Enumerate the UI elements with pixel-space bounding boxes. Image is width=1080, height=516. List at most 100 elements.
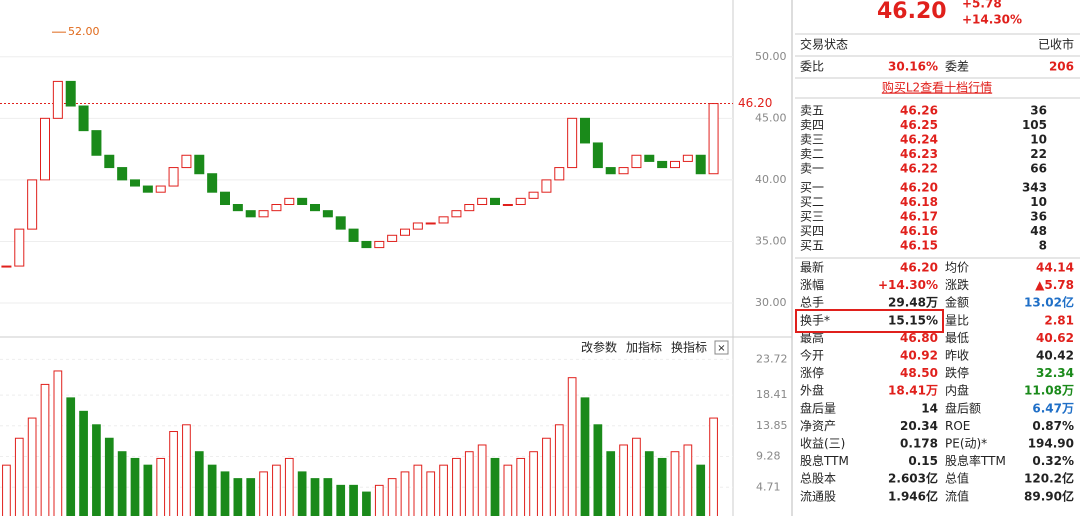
stat-value: 0.178 (900, 437, 938, 451)
volume-bar (297, 471, 307, 516)
stat-value: 46.20 (900, 261, 938, 275)
y-tick-label: 18.41 (756, 388, 788, 401)
book-price: 46.15 (900, 239, 938, 253)
book-volume: 22 (1030, 147, 1047, 161)
volume-bar (182, 424, 191, 516)
volume-bar (2, 464, 11, 516)
close-icon[interactable]: × (717, 343, 725, 354)
candle (361, 240, 372, 249)
stat-label: 流值 (945, 488, 969, 503)
l2-link[interactable]: 购买L2查看十档行情 (882, 80, 992, 95)
stat-label: 均价 (945, 261, 969, 275)
stat-label: 内盘 (945, 383, 969, 398)
stat-label: 涨停 (800, 365, 824, 380)
volume-bar (452, 457, 461, 516)
candle (335, 216, 346, 230)
volume-bar (53, 370, 63, 516)
stat-value: 18.41万 (888, 384, 938, 398)
stat-label: 股息率TTM (945, 453, 1006, 468)
book-price: 46.22 (900, 162, 938, 176)
candle (232, 204, 243, 212)
candle (400, 228, 410, 236)
book-price: 46.23 (900, 147, 938, 161)
y-tick-label: 40.00 (755, 173, 787, 186)
close-button[interactable] (714, 340, 729, 355)
volume-bar (529, 451, 538, 516)
candle (181, 154, 192, 169)
stat-label: 总值 (945, 471, 969, 486)
book-price: 46.25 (900, 118, 938, 132)
toolbar-button[interactable]: 改参数 (581, 340, 617, 355)
volume-bar (272, 464, 281, 516)
candle (425, 222, 436, 225)
stat-label: 流通股 (800, 489, 836, 503)
stat-value: 2.603亿 (888, 471, 938, 486)
candle (592, 142, 603, 169)
volume-bar (143, 464, 153, 516)
book-volume: 48 (1030, 224, 1047, 238)
volume-bar (477, 444, 487, 516)
volume-bar (606, 451, 616, 516)
volume-bar (79, 410, 88, 516)
book-price: 46.26 (900, 104, 938, 118)
toolbar-button[interactable]: 加指标 (626, 340, 662, 355)
book-volume: 36 (1030, 210, 1047, 224)
stat-value: 48.50 (900, 366, 938, 380)
stat-label: 换手* (800, 313, 830, 327)
stat-label: 收益(三) (800, 437, 845, 451)
y-tick-label: 50.00 (755, 50, 787, 63)
volume-bar (246, 478, 256, 516)
candle (374, 240, 385, 249)
volume-bar (27, 417, 37, 516)
volume-bar (310, 478, 320, 516)
volume-bar (220, 471, 230, 516)
stat-value: ▲5.78 (1035, 278, 1074, 292)
book-level: 卖二 (800, 147, 824, 161)
y-tick-label: 30.00 (755, 296, 787, 309)
volume-bar (387, 478, 397, 516)
y-tick-label: 45.00 (755, 111, 787, 124)
book-level: 买四 (800, 224, 824, 238)
stat-label: 昨收 (945, 349, 969, 363)
volume-bar (92, 424, 101, 516)
candle (490, 197, 500, 206)
stat-value: 13.02亿 (1024, 295, 1074, 310)
candle (117, 167, 128, 181)
y-tick-label: 4.71 (756, 480, 781, 493)
volume-bar (696, 464, 706, 516)
wb: 30.16% (888, 60, 938, 74)
stat-value: 11.08万 (1024, 384, 1074, 398)
stat-label: 跌停 (945, 365, 969, 380)
candle (477, 197, 488, 206)
stat-label: 外盘 (800, 383, 824, 398)
book-level: 卖三 (800, 133, 824, 147)
candle (258, 210, 269, 218)
volume-bar (349, 484, 358, 516)
stat-label: 盘后量 (800, 400, 836, 415)
candle (528, 191, 539, 199)
candle (412, 222, 423, 230)
stat-label: 涨幅 (800, 277, 824, 292)
volume-bar (709, 417, 718, 516)
stat-label: 最高 (800, 330, 824, 345)
volume-bar (104, 437, 114, 516)
stat-label: 总手 (800, 296, 824, 310)
book-price: 46.16 (900, 224, 938, 238)
stat-value: 46.80 (900, 331, 938, 345)
stat-value: 120.2亿 (1024, 471, 1074, 486)
stat-label: 最新 (800, 260, 824, 275)
stat-label: 净资产 (800, 419, 836, 433)
candle (78, 105, 89, 132)
stat-value: 0.15 (908, 454, 938, 468)
volume-bar (593, 424, 603, 516)
stat-value: 14 (921, 401, 938, 415)
stat-value: 6.47万 (1032, 401, 1074, 415)
volume-bar (619, 444, 628, 516)
stat-label: 股息TTM (800, 453, 849, 468)
volume-bar (580, 397, 590, 516)
stat-label: PE(动)* (945, 437, 987, 451)
book-level: 买二 (800, 195, 824, 209)
candle (40, 117, 50, 181)
toolbar-button[interactable]: 换指标 (671, 340, 707, 355)
